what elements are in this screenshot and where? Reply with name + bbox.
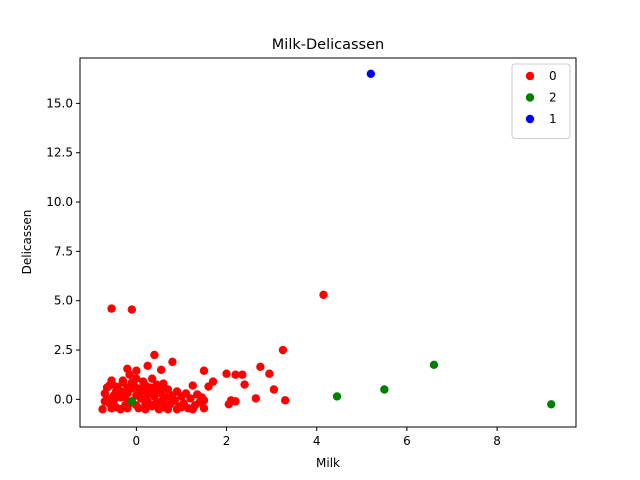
point-series-2-1 <box>332 392 342 401</box>
point-series-0-78 <box>116 405 125 414</box>
point-series-0-100 <box>150 400 159 409</box>
point-series-0-87 <box>159 394 168 403</box>
point-series-0-84 <box>141 405 150 414</box>
point-series-0-96 <box>120 393 130 402</box>
legend-marker-1 <box>525 114 535 124</box>
point-series-0-2 <box>319 290 328 299</box>
point-series-0-56 <box>163 385 173 394</box>
x-axis-ticks: 0 2 4 6 8 <box>133 427 501 448</box>
y-tick-label-4: 10.0 <box>46 195 73 209</box>
point-series-0-12 <box>265 369 274 378</box>
x-tick-label-4: 8 <box>493 434 501 448</box>
point-series-0-14 <box>132 366 141 375</box>
y-axis-label: Delicassen <box>20 210 34 275</box>
point-series-0-11 <box>238 370 247 379</box>
point-series-0-103 <box>118 376 128 385</box>
point-series-0-16 <box>147 374 157 383</box>
point-series-0-20 <box>188 381 197 390</box>
chart-title: Milk-Delicassen <box>272 37 384 53</box>
y-tick-label-2: 5.0 <box>54 294 73 308</box>
point-series-0-89 <box>168 397 177 406</box>
point-series-0-94 <box>109 396 119 405</box>
point-series-0-5 <box>168 357 177 367</box>
point-series-0-22 <box>269 385 279 394</box>
legend-label-0: 0 <box>549 69 557 83</box>
point-series-0-26 <box>231 397 240 406</box>
point-series-0-18 <box>204 382 213 391</box>
point-series-1-0 <box>366 69 376 78</box>
point-series-0-85 <box>145 388 155 397</box>
point-series-0-75 <box>105 381 114 390</box>
point-series-0-102 <box>161 401 170 410</box>
point-series-0-3 <box>278 345 288 355</box>
point-series-0-91 <box>177 403 186 412</box>
x-tick-label-3: 6 <box>403 434 411 448</box>
point-series-0-66 <box>186 394 195 403</box>
point-series-0-6 <box>256 362 265 372</box>
point-series-0-4 <box>150 350 159 360</box>
x-tick-label-1: 2 <box>223 434 231 448</box>
y-tick-label-6: 15.0 <box>46 96 73 110</box>
y-axis-ticks: 0.0 2.5 5.0 7.5 10.0 12.5 15.0 <box>46 96 80 406</box>
x-tick-label-0: 0 <box>133 434 141 448</box>
point-series-0-1 <box>127 305 137 314</box>
legend-label-1: 1 <box>549 112 557 126</box>
point-series-0-92 <box>188 405 197 414</box>
point-series-0-23 <box>251 394 261 403</box>
point-series-0-27 <box>224 400 233 409</box>
point-series-2-2 <box>380 385 389 394</box>
point-series-0-9 <box>222 369 231 378</box>
point-series-2-3 <box>429 360 439 370</box>
point-series-0-39 <box>125 370 134 379</box>
legend-marker-2 <box>525 93 535 102</box>
points-layer <box>98 69 556 414</box>
y-tick-label-1: 2.5 <box>54 343 73 357</box>
point-series-0-112 <box>143 397 152 406</box>
point-series-0-24 <box>280 396 290 405</box>
x-tick-label-2: 4 <box>313 434 321 448</box>
point-series-0-109 <box>123 383 132 392</box>
point-series-0-105 <box>141 381 150 390</box>
point-series-2-0 <box>127 397 137 406</box>
point-series-0-111 <box>116 387 125 396</box>
legend-box <box>511 63 571 139</box>
x-axis-label: Milk <box>316 456 340 470</box>
point-series-0-73 <box>98 405 107 414</box>
y-tick-label-0: 0.0 <box>54 392 73 406</box>
point-series-0-13 <box>143 361 152 371</box>
point-series-2-4 <box>547 400 556 409</box>
point-series-0-7 <box>156 365 166 374</box>
point-series-0-10 <box>231 370 240 379</box>
point-series-0-71 <box>199 404 209 413</box>
legend: 0 2 1 <box>511 63 571 139</box>
point-series-0-72 <box>199 396 209 405</box>
legend-label-2: 2 <box>549 91 557 105</box>
y-tick-label-3: 7.5 <box>54 244 73 258</box>
point-series-0-8 <box>199 366 209 375</box>
point-series-0-19 <box>240 380 249 389</box>
plot-frame <box>79 57 577 428</box>
point-series-0-107 <box>152 380 161 389</box>
point-series-0-93 <box>102 394 112 403</box>
point-series-0-76 <box>107 404 116 413</box>
point-series-0-110 <box>134 384 143 393</box>
point-series-0-0 <box>107 304 116 313</box>
legend-marker-0 <box>525 71 535 81</box>
y-tick-label-5: 12.5 <box>46 146 73 160</box>
